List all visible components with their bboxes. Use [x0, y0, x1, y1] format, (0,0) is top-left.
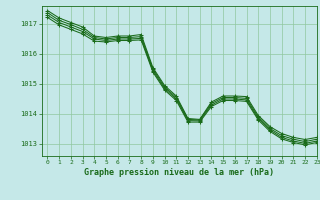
X-axis label: Graphe pression niveau de la mer (hPa): Graphe pression niveau de la mer (hPa) — [84, 168, 274, 177]
